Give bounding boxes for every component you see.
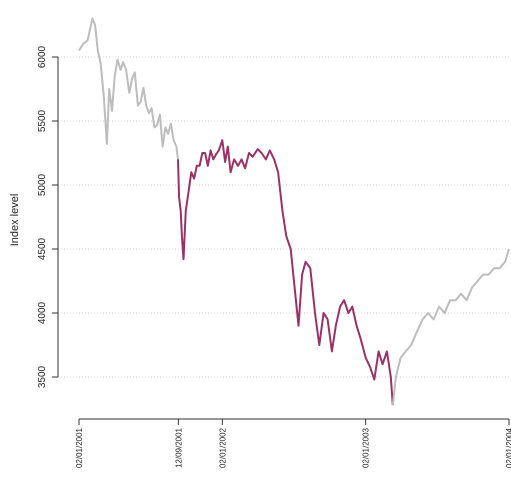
y-tick-label: 5000 xyxy=(37,173,48,196)
y-tick-label: 4000 xyxy=(37,301,48,324)
grid-lines xyxy=(58,56,511,378)
series-line-2 xyxy=(177,139,394,406)
x-axis: 02/01/2001 12/09/2001 02/01/2002 02/01/2003… xyxy=(75,418,511,468)
y-tick-label: 5500 xyxy=(37,109,48,132)
y-axis-title: Index level xyxy=(9,194,21,247)
x-tick-label: 02/01/2003 xyxy=(362,427,371,468)
y-tick-label: 4500 xyxy=(37,237,48,260)
series-line-1 xyxy=(78,17,179,160)
series-lines xyxy=(78,17,510,406)
x-tick-label: 02/01/2002 xyxy=(218,427,227,468)
x-tick-label: 02/01/2004 xyxy=(505,427,511,468)
x-tick-label: 02/01/2001 xyxy=(75,427,84,468)
y-tick-label: 6000 xyxy=(37,45,48,68)
y-tick-label: 3500 xyxy=(37,365,48,388)
x-tick-label: 12/09/2001 xyxy=(174,427,183,468)
series-line-3 xyxy=(391,248,510,406)
y-axis: 3500 4000 4500 5000 5500 6000 xyxy=(37,45,59,388)
